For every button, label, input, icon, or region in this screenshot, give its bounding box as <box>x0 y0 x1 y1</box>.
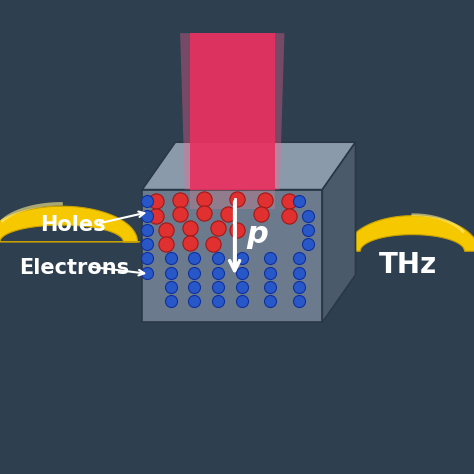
Point <box>304 212 312 219</box>
Point <box>167 269 174 276</box>
Point <box>214 297 222 305</box>
Point <box>304 226 312 234</box>
Point <box>238 269 246 276</box>
Point <box>167 297 174 305</box>
Text: p: p <box>246 220 268 249</box>
Point <box>176 196 184 204</box>
Point <box>233 195 241 203</box>
Point <box>143 240 151 248</box>
Point <box>295 297 302 305</box>
Point <box>266 297 274 305</box>
Point <box>238 255 246 262</box>
Text: Electrons: Electrons <box>19 258 129 278</box>
Point <box>233 226 241 234</box>
Text: Holes: Holes <box>40 215 106 235</box>
Point <box>162 226 170 234</box>
Polygon shape <box>180 33 284 190</box>
Point <box>214 224 222 231</box>
Point <box>186 239 193 246</box>
Point <box>238 283 246 291</box>
Point <box>153 212 160 219</box>
Polygon shape <box>0 206 140 242</box>
Point <box>295 255 302 262</box>
Point <box>266 269 274 276</box>
Point <box>224 210 231 218</box>
Point <box>238 297 246 305</box>
Point <box>191 269 198 276</box>
Polygon shape <box>142 190 322 322</box>
Point <box>200 195 208 203</box>
Point <box>143 226 151 234</box>
Point <box>295 198 302 205</box>
Point <box>167 283 174 291</box>
Point <box>295 269 302 276</box>
Point <box>162 240 170 248</box>
Point <box>266 255 274 262</box>
Point <box>186 225 193 232</box>
Point <box>191 297 198 305</box>
Point <box>143 198 151 205</box>
Point <box>304 240 312 248</box>
Point <box>167 255 174 262</box>
Point <box>214 269 222 276</box>
Polygon shape <box>190 190 275 209</box>
Point <box>210 240 217 248</box>
Point <box>266 283 274 291</box>
Point <box>143 212 151 219</box>
Point <box>262 196 269 204</box>
Point <box>214 283 222 291</box>
Point <box>143 269 151 276</box>
Point <box>295 283 302 291</box>
Point <box>191 283 198 291</box>
Polygon shape <box>322 142 356 322</box>
Point <box>200 210 208 217</box>
Polygon shape <box>190 33 275 190</box>
Point <box>143 255 151 262</box>
Polygon shape <box>334 216 474 251</box>
Point <box>176 210 184 218</box>
Polygon shape <box>142 142 356 190</box>
Point <box>214 255 222 262</box>
Point <box>257 210 264 218</box>
Point <box>285 198 293 205</box>
Text: THz: THz <box>379 251 438 280</box>
Point <box>285 212 293 219</box>
Point <box>191 255 198 262</box>
Point <box>153 198 160 205</box>
